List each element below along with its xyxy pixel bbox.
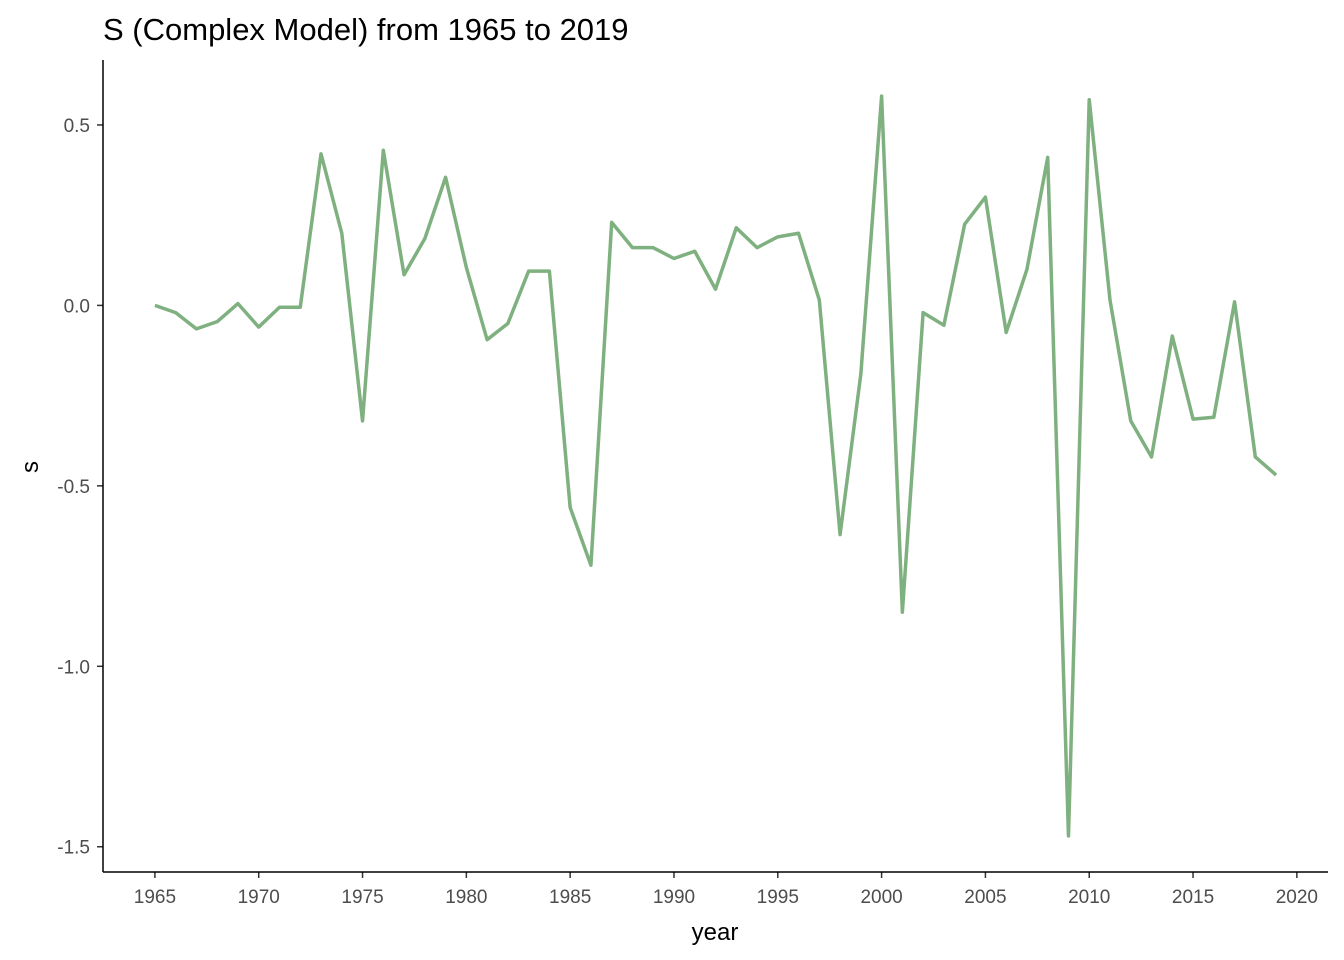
x-tick-label: 1970 (238, 887, 280, 908)
chart-title: S (Complex Model) from 1965 to 2019 (103, 12, 629, 47)
x-tick-label: 2010 (1068, 887, 1110, 908)
x-axis-ticks: 1965 1970 1975 1980 1985 1990 1995 2000 2005 2010… (134, 872, 1318, 908)
x-tick-label: 1980 (445, 887, 487, 908)
series-line (154, 94, 1278, 838)
x-tick-label: 2015 (1172, 887, 1214, 908)
x-tick-label: 1995 (757, 887, 799, 908)
series-group (154, 94, 1278, 838)
y-tick-label: 0.5 (64, 116, 90, 137)
y-axis-ticks: 0.5 0.0 -0.5 -1.0 -1.5 (57, 116, 103, 859)
x-tick-label: 1965 (134, 887, 176, 908)
x-tick-label: 2020 (1276, 887, 1318, 908)
x-tick-label: 1985 (549, 887, 591, 908)
y-axis-title: s (17, 461, 44, 473)
y-tick-label: -0.5 (57, 477, 90, 498)
x-axis-title: year (692, 919, 739, 946)
x-tick-label: 2005 (964, 887, 1006, 908)
x-tick-label: 1975 (341, 887, 383, 908)
y-tick-label: -1.0 (57, 657, 90, 678)
y-tick-label: 0.0 (64, 296, 90, 317)
x-tick-label: 1990 (653, 887, 695, 908)
y-tick-label: -1.5 (57, 838, 90, 859)
x-tick-label: 2000 (860, 887, 902, 908)
